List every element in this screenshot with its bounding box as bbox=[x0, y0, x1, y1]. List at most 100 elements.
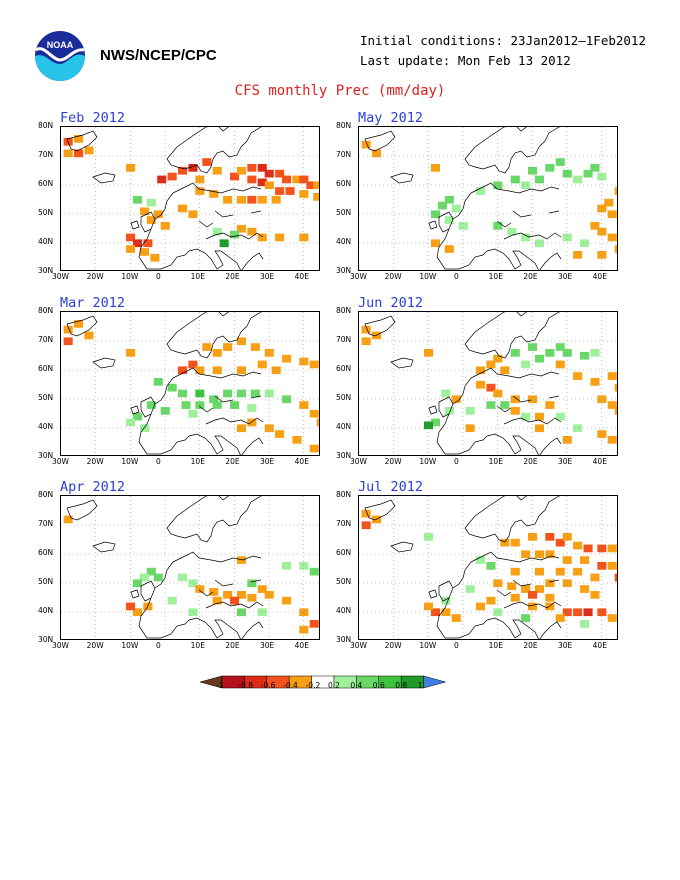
coastline bbox=[241, 621, 264, 639]
lon-label: 10E bbox=[488, 641, 503, 650]
anomaly-cell bbox=[236, 224, 246, 233]
lon-label: 0 bbox=[454, 457, 459, 466]
lat-label: 80N bbox=[38, 306, 54, 315]
anomaly-cell bbox=[562, 436, 572, 444]
anomaly-cell bbox=[306, 181, 316, 190]
anomaly-cell bbox=[493, 222, 503, 230]
lat-label: 30N bbox=[38, 635, 54, 644]
lon-label: 20E bbox=[523, 641, 538, 650]
anomaly-cell bbox=[167, 383, 177, 392]
anomaly-cell bbox=[264, 169, 274, 178]
anomaly-cell bbox=[188, 608, 198, 617]
lon-label: 0 bbox=[156, 641, 161, 650]
coastline bbox=[548, 210, 560, 214]
anomaly-cell bbox=[181, 401, 191, 409]
anomaly-cell bbox=[257, 195, 267, 204]
anomaly-cell bbox=[63, 325, 73, 334]
anomaly-cell bbox=[282, 175, 292, 184]
anomaly-cell bbox=[614, 245, 617, 253]
lon-label: 40E bbox=[294, 457, 309, 466]
anomaly-cell bbox=[614, 383, 617, 392]
anomaly-cell bbox=[126, 245, 136, 253]
anomaly-cell bbox=[282, 354, 292, 363]
coastline bbox=[428, 405, 438, 415]
anomaly-cell bbox=[126, 602, 136, 611]
anomaly-cell bbox=[257, 585, 267, 593]
lon-label: 30E bbox=[558, 272, 573, 281]
legend-label: 0.2 bbox=[328, 681, 340, 690]
coastline bbox=[250, 395, 262, 399]
last-update: Last update: Mon Feb 13 2012 bbox=[360, 53, 571, 68]
anomaly-cell bbox=[153, 210, 163, 219]
anomaly-cell bbox=[590, 591, 600, 599]
anomaly-cell bbox=[74, 320, 84, 328]
coastline-greenland bbox=[66, 499, 98, 521]
lon-label: 10E bbox=[488, 457, 503, 466]
anomaly-cell bbox=[247, 175, 257, 184]
map-panel bbox=[358, 311, 618, 456]
anomaly-cell bbox=[583, 169, 593, 178]
map-svg bbox=[359, 496, 617, 639]
coastline bbox=[140, 580, 156, 602]
coastline bbox=[452, 192, 472, 220]
anomaly-cell bbox=[271, 195, 281, 204]
legend-label: -0.4 bbox=[283, 681, 298, 690]
anomaly-cell bbox=[178, 166, 188, 175]
lon-label: 20E bbox=[523, 457, 538, 466]
lon-label: 30W bbox=[350, 641, 367, 650]
anomaly-cell bbox=[545, 550, 555, 559]
legend-arrow-right bbox=[423, 675, 447, 689]
lat-label: 60N bbox=[38, 364, 54, 373]
anomaly-cell bbox=[500, 366, 510, 375]
coastline bbox=[205, 232, 264, 240]
anomaly-cell bbox=[441, 596, 451, 605]
anomaly-cell bbox=[545, 579, 555, 588]
anomaly-cell bbox=[309, 360, 319, 369]
map-panel bbox=[60, 311, 320, 456]
anomaly-cell bbox=[153, 573, 163, 582]
anomaly-cell bbox=[580, 351, 590, 360]
anomaly-cell bbox=[139, 424, 149, 433]
panel-title: Jun 2012 bbox=[358, 295, 424, 311]
anomaly-cell bbox=[510, 538, 520, 547]
anomaly-cell bbox=[580, 239, 590, 248]
coastline bbox=[496, 220, 512, 228]
anomaly-cell bbox=[223, 343, 233, 351]
anomaly-cell bbox=[188, 360, 198, 369]
coastline bbox=[172, 367, 262, 379]
anomaly-cell bbox=[573, 541, 583, 550]
coastline bbox=[464, 127, 561, 174]
anomaly-cell bbox=[309, 409, 319, 418]
coastline bbox=[130, 220, 140, 230]
anomaly-cell bbox=[212, 166, 222, 175]
anomaly-cell bbox=[150, 253, 160, 262]
anomaly-cell bbox=[573, 175, 583, 184]
lon-label: 30W bbox=[52, 457, 69, 466]
anomaly-cell bbox=[195, 585, 205, 593]
anomaly-cell bbox=[372, 149, 382, 158]
anomaly-cell bbox=[562, 233, 572, 242]
anomaly-cell bbox=[597, 562, 607, 570]
anomaly-cell bbox=[476, 380, 486, 389]
anomaly-cell bbox=[236, 166, 246, 175]
lon-label: 30E bbox=[260, 272, 275, 281]
anomaly-cell bbox=[573, 608, 583, 617]
lat-label: 50N bbox=[336, 577, 352, 586]
legend-label: -0.8 bbox=[238, 681, 254, 690]
anomaly-cell bbox=[534, 585, 544, 593]
anomaly-cell bbox=[236, 591, 246, 599]
anomaly-cell bbox=[573, 424, 583, 433]
map-svg bbox=[359, 312, 617, 455]
coastline bbox=[464, 312, 561, 359]
coastline bbox=[548, 579, 560, 583]
figure-title: CFS monthly Prec (mm/day) bbox=[234, 83, 446, 99]
coastline bbox=[470, 551, 560, 563]
color-legend bbox=[199, 675, 447, 689]
coastline-greenland bbox=[364, 315, 396, 337]
anomaly-cell bbox=[573, 372, 583, 380]
coastlines bbox=[364, 312, 562, 455]
anomaly-cell bbox=[309, 620, 319, 628]
coastline bbox=[539, 621, 562, 639]
anomaly-cell bbox=[223, 550, 233, 559]
anomaly-cell bbox=[212, 596, 222, 605]
